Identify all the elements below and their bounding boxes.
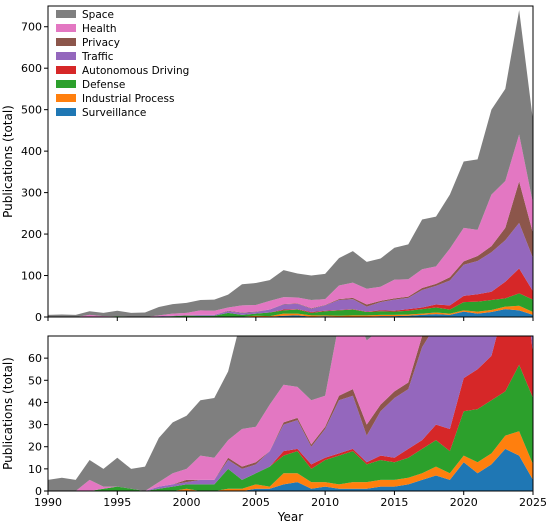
legend-label-privacy: Privacy [82,37,120,49]
y-tick-label: 400 [21,145,42,158]
areas-panel-2 [48,336,533,491]
legend-label-autonomous-driving: Autonomous Driving [82,65,189,77]
y-tick-label: 0 [35,485,42,498]
area-defense-panel-1 [48,293,533,317]
x-tick-label: 2000 [173,496,201,509]
area-industrial-process-panel-1 [48,305,533,317]
x-tick-label: 2025 [519,496,547,509]
legend-swatch-traffic [56,52,76,60]
x-tick-label: 1995 [103,496,131,509]
x-tick-label: 2010 [311,496,339,509]
legend-label-defense: Defense [82,79,125,91]
legend-swatch-industrial-process [56,94,76,102]
y-tick-label: 10 [28,463,42,476]
areas-panel-1 [48,10,533,317]
x-tick-label: 2015 [380,496,408,509]
y-tick-label: 20 [28,441,42,454]
legend-label-health: Health [82,23,116,35]
area-surveillance-panel-2 [48,448,533,491]
plot-frame [47,5,534,318]
area-industrial-process-panel-2 [48,431,533,491]
y-tick-label: 700 [21,21,42,34]
y-tick-label: 200 [21,228,42,241]
y-tick-label: 50 [28,374,42,387]
y-tick-label: 40 [28,396,42,409]
area-surveillance-panel-1 [48,309,533,317]
y-axis-title: Publications (total) [1,105,15,218]
legend-swatch-defense [56,80,76,88]
y-tick-label: 600 [21,62,42,75]
area-health-panel-2 [48,336,423,491]
x-tick-label: 2005 [242,496,270,509]
y-tick-label: 60 [28,352,42,365]
area-traffic-panel-2 [48,336,533,491]
bottom-panel: 0 10 20 30 40 50 60 Publications (total) 1990 199… [1,335,547,509]
area-autonomous-driving-panel-2 [48,336,533,491]
legend-label-space: Space [82,9,114,21]
y-tick-label: 0 [35,311,42,324]
legend-swatch-health [56,24,76,32]
top-panel: 0 100 200 300 400 500 600 700 Publications (tota… [1,5,534,324]
y-tick-label: 100 [21,270,42,283]
legend-swatch-space [56,10,76,18]
legend: Space Health Privacy Traffic Autonomous Driv… [56,9,189,119]
legend-label-surveillance: Surveillance [82,107,146,119]
area-defense-panel-2 [48,364,533,491]
y-tick-label: 300 [21,187,42,200]
x-tick-label: 1990 [34,496,62,509]
legend-swatch-surveillance [56,108,76,116]
legend-label-industrial-process: Industrial Process [82,93,174,105]
legend-swatch-privacy [56,38,76,46]
y-tick-label: 30 [28,419,42,432]
area-space-panel-1 [48,10,533,317]
plot-frame [47,335,534,492]
area-space-panel-2 [48,336,373,491]
x-tick-label: 2020 [450,496,478,509]
y-tick-label: 500 [21,104,42,117]
legend-swatch-autonomous-driving [56,66,76,74]
x-axis-title: Year [277,510,303,524]
legend-label-traffic: Traffic [81,51,114,63]
y-axis-title: Publications (total) [1,357,15,470]
